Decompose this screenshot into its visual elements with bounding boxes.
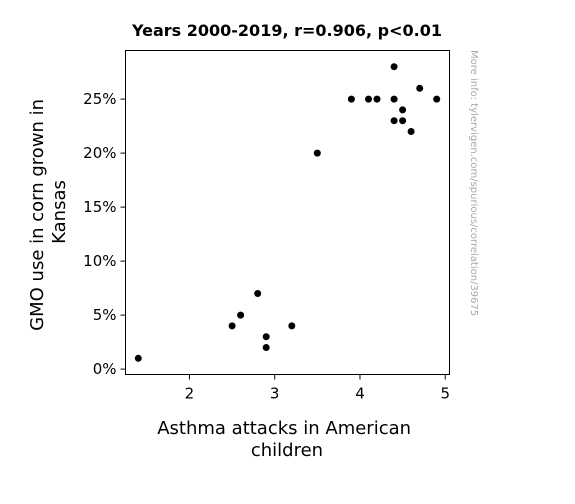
x-axis-label: Asthma attacks in American children bbox=[157, 418, 417, 461]
data-point-18 bbox=[416, 84, 424, 92]
data-point-4 bbox=[254, 290, 262, 297]
x-tick-label: 3 bbox=[270, 385, 280, 403]
y-axis: 0% 5% 10% 15% 20% 25% bbox=[83, 90, 126, 378]
data-point-7 bbox=[288, 322, 296, 330]
data-point-10 bbox=[365, 95, 372, 103]
data-point-2 bbox=[228, 322, 236, 330]
x-tick-label: 5 bbox=[440, 385, 450, 403]
plot-area bbox=[134, 63, 441, 362]
data-point-19 bbox=[433, 95, 441, 103]
data-point-1 bbox=[134, 354, 142, 362]
y-tick-label: 10% bbox=[83, 252, 116, 270]
data-point-3 bbox=[237, 311, 245, 319]
data-point-8 bbox=[313, 149, 321, 157]
source-watermark: More info: tylervigen.com/spurious/corre… bbox=[468, 50, 479, 316]
y-tick-label: 0% bbox=[93, 360, 117, 378]
x-axis: 2 3 4 5 bbox=[185, 374, 450, 403]
chart-title: Years 2000-2019, r=0.906, p<0.01 bbox=[131, 21, 442, 40]
y-axis-label-line-2: Kansas bbox=[49, 180, 70, 244]
y-tick-label: 20% bbox=[83, 144, 116, 162]
x-axis-label-line-2: children bbox=[251, 440, 323, 461]
data-point-6 bbox=[262, 344, 270, 351]
data-point-17 bbox=[407, 128, 415, 135]
y-tick-label: 25% bbox=[83, 90, 116, 108]
plot-frame bbox=[125, 50, 450, 375]
data-point-15 bbox=[399, 106, 407, 114]
x-tick-label: 2 bbox=[185, 385, 195, 403]
data-point-9 bbox=[347, 95, 355, 103]
y-tick-label: 15% bbox=[83, 198, 116, 216]
y-axis-label-line-1: GMO use in corn grown in bbox=[27, 99, 48, 331]
y-tick-label: 5% bbox=[93, 306, 117, 324]
y-axis-label: GMO use in corn grown in Kansas bbox=[27, 93, 70, 331]
data-point-13 bbox=[390, 95, 398, 103]
x-axis-label-line-1: Asthma attacks in American bbox=[157, 418, 411, 439]
data-point-16 bbox=[399, 117, 407, 125]
data-point-12 bbox=[390, 63, 398, 71]
x-tick-label: 4 bbox=[355, 385, 365, 403]
data-point-11 bbox=[373, 95, 381, 103]
data-point-5 bbox=[262, 333, 270, 341]
data-point-14 bbox=[390, 117, 398, 125]
